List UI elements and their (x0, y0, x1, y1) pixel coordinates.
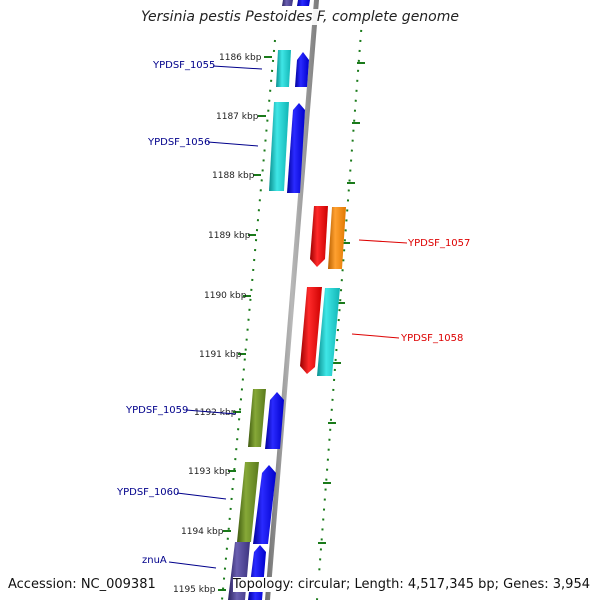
kbp-label: 1193 kbp (188, 467, 231, 477)
kbp-label: 1187 kbp (216, 112, 259, 122)
gene-arrow-blue (287, 103, 305, 193)
kbp-label: 1189 kbp (208, 231, 251, 241)
gene-arrow-blue (265, 392, 284, 449)
kbp-label: 1194 kbp (181, 527, 224, 537)
gene-block-olive (248, 389, 266, 447)
left-rail-major-ticks (218, 56, 272, 591)
gene-arrow-red (310, 206, 328, 267)
kbp-label: 1188 kbp (212, 171, 255, 181)
gene-arrow-blue (295, 52, 309, 87)
gene-block (297, 0, 310, 6)
genome-summary: Topology: circular; Length: 4,517,345 bp… (232, 577, 590, 592)
gene-labels: YPDSF_1055 YPDSF_1056 YPDSF_1057 YPDSF_1… (116, 60, 470, 566)
gene-block-cyan (269, 102, 289, 191)
gene-block-cyan (276, 50, 291, 87)
gene-label-ypdsf-1060: YPDSF_1060 (116, 487, 179, 498)
gene-arrow-red (300, 287, 322, 374)
page-title: Yersinia pestis Pestoides F, complete ge… (0, 9, 600, 25)
kbp-label: 1190 kbp (204, 291, 247, 301)
gene-label-ypdsf-1057: YPDSF_1057 (407, 238, 470, 249)
gene-features (228, 0, 346, 600)
gene-label-ypdsf-1056: YPDSF_1056 (147, 137, 210, 148)
backbone (265, 0, 319, 600)
gene-block-orange (328, 207, 346, 269)
kbp-label: 1191 kbp (199, 350, 242, 360)
accession-label: Accession: NC_009381 (8, 577, 156, 592)
kbp-tick-labels: 1186 kbp 1187 kbp 1188 kbp 1189 kbp 1190… (173, 53, 262, 595)
dotted-tick-rails (221, 19, 363, 600)
kbp-label: 1195 kbp (173, 585, 216, 595)
gene-label-ypdsf-1055: YPDSF_1055 (152, 60, 215, 71)
gene-block-cyan (317, 288, 340, 376)
gene-block-olive (237, 462, 259, 542)
kbp-label: 1186 kbp (219, 53, 262, 63)
gene-label-znua: znuA (142, 555, 167, 566)
gene-leader-lines (168, 65, 408, 569)
kbp-label: 1192 kbp (194, 408, 237, 418)
gene-arrow-blue (253, 465, 276, 544)
gene-label-ypdsf-1059: YPDSF_1059 (125, 405, 188, 416)
gene-label-ypdsf-1058: YPDSF_1058 (400, 333, 463, 344)
right-rail-major-ticks (318, 62, 365, 544)
gene-block (282, 0, 293, 6)
